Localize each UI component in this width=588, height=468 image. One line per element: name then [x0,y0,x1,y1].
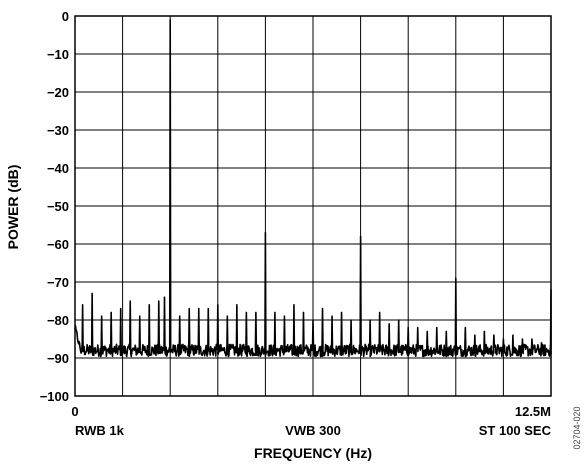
y-tick-label: −80 [47,313,69,328]
spectrum-trace [74,19,552,358]
y-tick-label: −10 [47,47,69,62]
annotation-rwb: RWB 1k [75,423,125,438]
y-tick-label: −70 [47,275,69,290]
x-axis-title: FREQUENCY (Hz) [254,445,372,461]
x-tick-label-right: 12.5M [515,404,551,419]
y-tick-labels: 0 −10 −20 −30 −40 −50 −60 −70 −80 −90 −100 [40,9,69,404]
y-tick-label: −50 [47,199,69,214]
y-tick-label: −90 [47,351,69,366]
y-tick-label: 0 [62,9,69,24]
figure-code: 02704-020 [572,406,582,449]
annotation-vwb: VWB 300 [285,423,341,438]
y-axis-title: POWER (dB) [5,165,21,250]
plot-frame [74,15,552,397]
annotation-st: ST 100 SEC [479,423,552,438]
y-tick-label: −40 [47,161,69,176]
x-tick-label-left: 0 [71,404,78,419]
y-tick-label: −60 [47,237,69,252]
y-tick-label: −30 [47,123,69,138]
y-tick-label: −100 [40,389,69,404]
y-tick-label: −20 [47,85,69,100]
